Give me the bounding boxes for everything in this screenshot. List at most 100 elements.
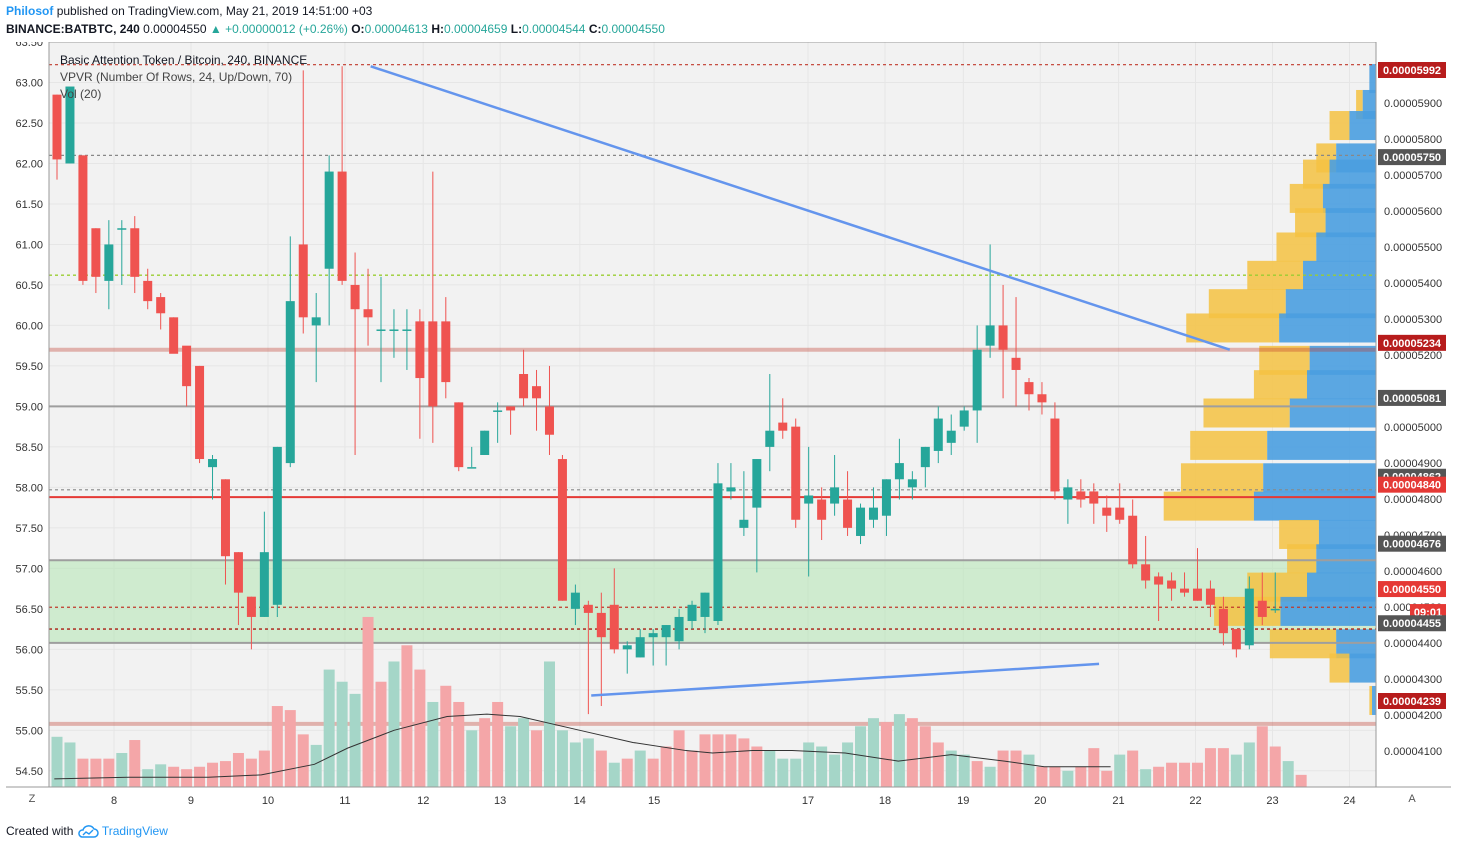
candle-body [415, 321, 425, 379]
volume-bar [945, 750, 957, 787]
corner-left[interactable]: Z [29, 793, 36, 805]
x-tick-label: 17 [802, 795, 814, 807]
corner-right[interactable]: A [1408, 793, 1416, 805]
vpvr-down-bar [1287, 544, 1317, 574]
volume-bar [958, 754, 970, 787]
candle-body [1115, 507, 1125, 520]
candle-body [52, 94, 62, 160]
vpvr-up-bar [1349, 653, 1376, 683]
candle-body [519, 374, 529, 399]
candle-body [441, 321, 451, 383]
vpvr-profile [1163, 64, 1376, 715]
volume-bar [932, 742, 944, 787]
left-tick-label: 61.00 [15, 239, 43, 251]
vpvr-up-bar [1280, 596, 1376, 626]
right-tick-label: 0.00004800 [1384, 494, 1442, 506]
trendlines[interactable] [370, 65, 1231, 697]
vpvr-up-bar [1329, 159, 1376, 189]
right-axis[interactable]: 0.00005900 0.00005800 0.00005700 0.00005600… [1384, 98, 1442, 758]
volume-bar [1101, 770, 1113, 787]
volume-bar [971, 761, 983, 787]
volume-bar [660, 746, 672, 787]
candle-body [609, 604, 619, 650]
left-tick-label: 56.00 [15, 644, 43, 656]
candle-body [583, 604, 593, 613]
vpvr-down-bar [1180, 463, 1264, 493]
tradingview-brand[interactable]: TradingView [101, 824, 168, 838]
candle-body [804, 495, 814, 504]
candle-body [596, 612, 606, 638]
vpvr-down-bar [1276, 232, 1317, 262]
candle-body [1141, 564, 1151, 581]
volume-bar [1282, 761, 1294, 787]
left-tick-label: 61.50 [15, 199, 43, 211]
legend-volume[interactable]: Vol (20) [60, 87, 102, 101]
left-tick-label: 56.50 [15, 604, 43, 616]
x-tick-label: 24 [1343, 795, 1355, 807]
volume-bar [1010, 750, 1022, 787]
vpvr-down-bar [1186, 313, 1280, 343]
vpvr-down-bar [1356, 89, 1363, 119]
vpvr-down-bar [1163, 491, 1254, 521]
price-labels: 0.00005992 0.00005750 0.00005234 0.00005081… [1378, 62, 1446, 709]
right-tick-label: 0.00005000 [1384, 422, 1442, 434]
candle-body [91, 228, 101, 277]
candle-body [272, 446, 282, 605]
volume-bar [440, 685, 452, 787]
volume-bar [569, 742, 581, 787]
right-tick-label: 0.00004900 [1384, 458, 1442, 470]
volume-bar [103, 758, 115, 787]
volume-bar [906, 718, 918, 787]
candle-body [1102, 507, 1112, 516]
candle-body [998, 325, 1008, 350]
candle-body [959, 410, 969, 427]
price-label-box [1378, 581, 1446, 598]
candle-body [557, 459, 567, 601]
vpvr-up-bar [1306, 370, 1376, 400]
candle-body [480, 430, 490, 455]
volume-bar [1023, 754, 1035, 787]
open-label: O: [351, 22, 365, 36]
candle-body [778, 422, 788, 431]
candle-body [622, 645, 632, 650]
price-label-text: 0.00005992 [1383, 65, 1441, 77]
volume-bar [518, 718, 530, 787]
volume-bar [258, 750, 270, 787]
volume-bar [855, 726, 867, 787]
candle-body [856, 507, 866, 536]
volume-bar [90, 758, 102, 787]
candle-body [881, 479, 891, 516]
volume-bar [686, 750, 698, 787]
right-tick-label: 0.00005600 [1384, 206, 1442, 218]
legend-vpvr[interactable]: VPVR (Number Of Rows, 24, Up/Down, 70) [60, 70, 293, 84]
candle-body [117, 228, 127, 230]
volume-bar [867, 718, 879, 787]
trendline[interactable] [591, 662, 1100, 697]
vpvr-down-bar [1259, 345, 1310, 375]
x-tick-label: 18 [879, 795, 891, 807]
right-tick-label: 0.00005700 [1384, 170, 1442, 182]
x-tick-label: 12 [417, 795, 429, 807]
volume-bar [777, 758, 789, 787]
price-label-box [1378, 389, 1446, 406]
time-axis[interactable]: 8 9 10 11 12 13 14 15 17 18 19 20 21 22 23 24 [6, 786, 1451, 807]
candle-body [467, 467, 477, 469]
candle-body [1037, 394, 1047, 403]
volume-bar [116, 752, 128, 787]
candle-body [726, 487, 736, 492]
x-tick-label: 10 [262, 795, 274, 807]
right-tick-label: 0.00004100 [1384, 746, 1442, 758]
trendline[interactable] [370, 65, 1231, 351]
created-with-text: Created with [6, 824, 74, 838]
left-axis[interactable]: 63.50 63.00 62.50 62.00 61.50 61.00 60.50 60.00… [15, 42, 43, 778]
candle-body [868, 507, 878, 520]
candle-body [1231, 629, 1241, 650]
price-label-text: 0.00004239 [1383, 696, 1441, 708]
low-label: L: [510, 22, 523, 36]
vpvr-down-bar [1369, 685, 1373, 715]
price-chart[interactable]: 63.50 63.00 62.50 62.00 61.50 61.00 60.50 60.00… [6, 42, 1451, 813]
vpvr-up-bar [1316, 544, 1376, 574]
x-tick-label: 9 [188, 795, 194, 807]
author-name[interactable]: Philosof [6, 4, 54, 18]
candle-body [389, 329, 399, 331]
